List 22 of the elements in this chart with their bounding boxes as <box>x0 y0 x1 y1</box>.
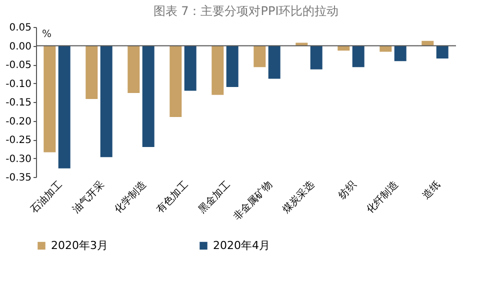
x-tick-label: 纺织 <box>336 178 359 202</box>
y-tick-label: -0.35 <box>6 172 32 184</box>
y-tick-label: -0.05 <box>6 60 32 71</box>
legend-label: 2020年4月 <box>213 238 270 252</box>
x-tick-label: 化学制造 <box>112 178 149 216</box>
x-tick-label: 有色加工 <box>154 178 191 216</box>
x-tick-label: 煤炭采选 <box>280 178 317 216</box>
y-tick-label: -0.15 <box>6 98 32 108</box>
annotation: % <box>42 29 52 40</box>
y-tick-label: -0.10 <box>6 78 32 90</box>
x-tick-label: 油气开采 <box>70 178 107 216</box>
chart-title: 图表 7：主要分项对PPI环比的拉动 <box>153 4 339 18</box>
y-tick-label: 0.00 <box>9 41 32 52</box>
x-tick-label: 非金属矿物 <box>230 178 275 223</box>
y-tick-label: -0.25 <box>6 135 32 146</box>
legend-label: 2020年3月 <box>51 238 108 252</box>
x-tick-label: 造纸 <box>420 178 443 202</box>
x-tick-label: 黑金加工 <box>196 178 233 216</box>
y-tick-label: -0.30 <box>6 154 32 165</box>
y-tick-label: -0.20 <box>6 116 32 128</box>
y-tick-label: 0.05 <box>9 22 32 34</box>
x-tick-label: 化纤制造 <box>364 178 401 216</box>
